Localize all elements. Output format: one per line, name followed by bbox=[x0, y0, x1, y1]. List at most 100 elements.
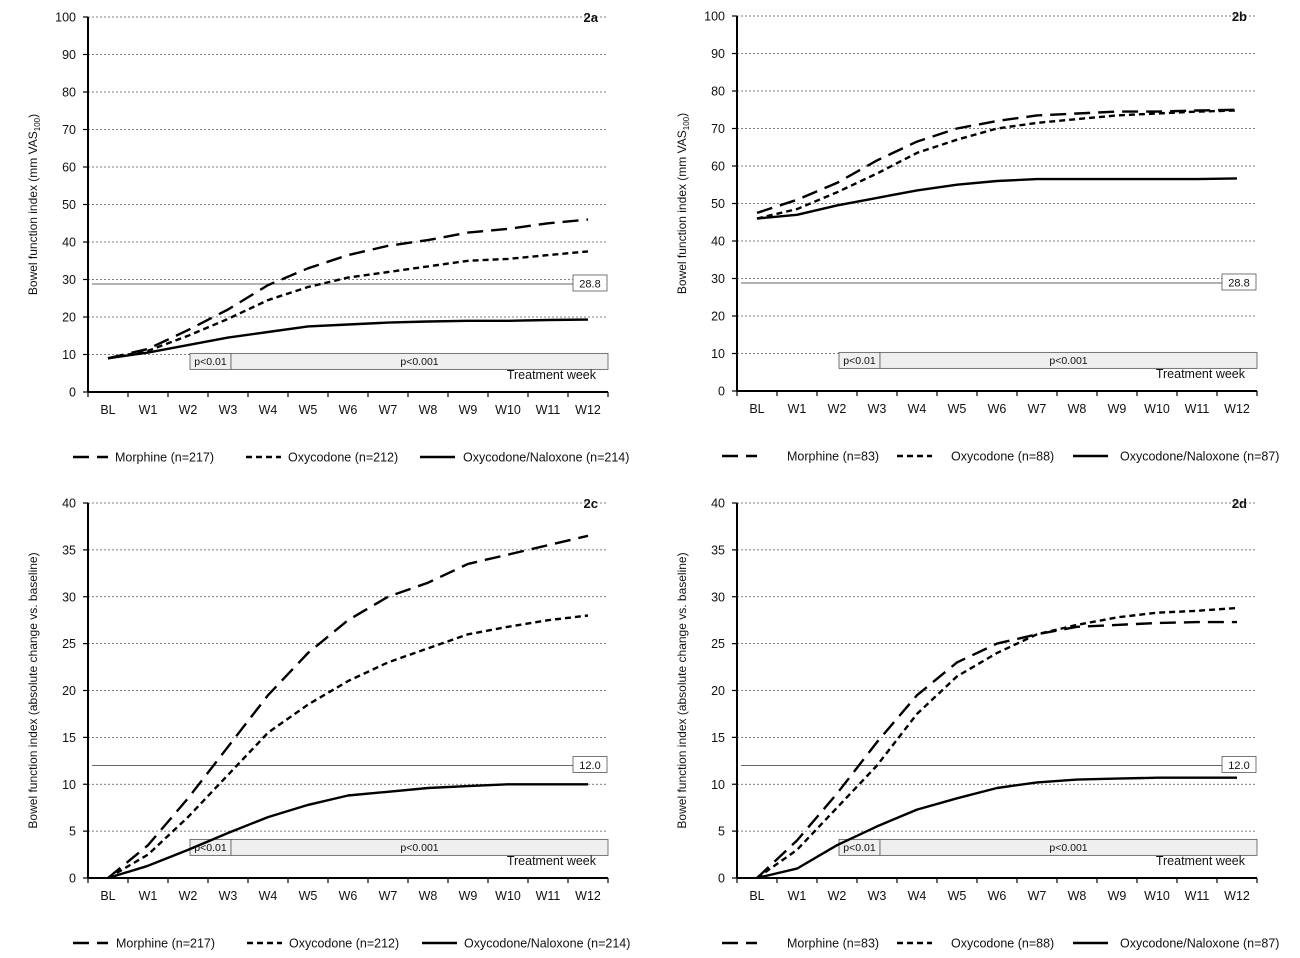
x-tick-label: W1 bbox=[139, 403, 158, 417]
x-tick-label: W4 bbox=[908, 889, 927, 903]
x-tick-label: W12 bbox=[1224, 402, 1250, 416]
x-tick-label: W12 bbox=[1224, 889, 1250, 903]
x-tick-label: W7 bbox=[1028, 402, 1047, 416]
y-tick-label: 5 bbox=[69, 825, 76, 839]
x-tick-label: W7 bbox=[379, 403, 398, 417]
panel-label: 2b bbox=[1232, 9, 1247, 24]
legend-label-3: Oxycodone/Naloxone (n=214) bbox=[464, 937, 630, 951]
pvalue-box-second bbox=[879, 838, 1258, 856]
x-axis-label: Treatment week bbox=[1156, 854, 1246, 868]
y-tick-label: 35 bbox=[62, 543, 76, 557]
x-tick-label: W11 bbox=[1185, 402, 1210, 416]
y-tick-label: 0 bbox=[718, 385, 725, 399]
threshold-label-box bbox=[572, 756, 608, 773]
series-line-2 bbox=[107, 614, 589, 880]
legend: Morphine (n=217) Oxycodone (n=212) Oxycodo… bbox=[73, 937, 630, 951]
y-tick-label: 15 bbox=[62, 731, 76, 745]
y-tick-label: 10 bbox=[62, 348, 76, 362]
threshold-label: 12.0 bbox=[579, 760, 600, 772]
series-line-2 bbox=[756, 606, 1238, 879]
legend-label-3: Oxycodone/Naloxone (n=214) bbox=[463, 451, 629, 465]
series-line-1 bbox=[107, 534, 589, 879]
legend-label-2: Oxycodone (n=212) bbox=[289, 937, 399, 951]
threshold-label: 28.8 bbox=[1228, 278, 1249, 290]
x-tick-label: W2 bbox=[179, 889, 198, 903]
pvalue-label-first: p<0.01 bbox=[194, 356, 227, 368]
x-tick-label: BL bbox=[100, 403, 115, 417]
x-tick-label: W3 bbox=[219, 889, 238, 903]
x-tick-label: W5 bbox=[948, 402, 967, 416]
legend-label-1: Morphine (n=217) bbox=[115, 451, 214, 465]
pvalue-label-first: p<0.01 bbox=[843, 355, 876, 367]
y-tick-label: 20 bbox=[62, 684, 76, 698]
threshold-label-box bbox=[572, 274, 608, 292]
pvalue-label-second: p<0.001 bbox=[1049, 355, 1087, 367]
y-tick-label: 10 bbox=[711, 778, 725, 792]
y-tick-label: 50 bbox=[711, 197, 725, 211]
y-tick-label: 25 bbox=[62, 637, 76, 651]
y-axis-label: Bowel function index (mm VAS100) bbox=[26, 114, 42, 295]
x-tick-label: W8 bbox=[419, 889, 438, 903]
x-tick-label: W2 bbox=[828, 402, 847, 416]
x-tick-label: W4 bbox=[908, 402, 927, 416]
x-tick-label: W12 bbox=[575, 889, 601, 903]
series-line-3 bbox=[107, 318, 589, 360]
pvalue-label-second: p<0.001 bbox=[400, 356, 438, 368]
x-tick-label: W12 bbox=[575, 403, 601, 417]
y-tick-label: 70 bbox=[62, 123, 76, 137]
y-tick-label: 20 bbox=[711, 310, 725, 324]
series-line-2 bbox=[756, 109, 1238, 220]
y-axis-label: Bowel function index (mm VAS100) bbox=[675, 113, 691, 294]
x-axis-label: Treatment week bbox=[507, 854, 597, 868]
x-tick-label: W4 bbox=[259, 403, 278, 417]
y-tick-label: 30 bbox=[62, 590, 76, 604]
y-tick-label: 40 bbox=[711, 235, 725, 249]
y-tick-label: 10 bbox=[62, 778, 76, 792]
x-tick-label: W1 bbox=[139, 889, 158, 903]
y-tick-label: 0 bbox=[69, 386, 76, 400]
x-tick-label: W7 bbox=[1028, 889, 1047, 903]
x-tick-label: W2 bbox=[828, 889, 847, 903]
legend: Morphine (n=83) Oxycodone (n=88) Oxycodone… bbox=[722, 937, 1279, 951]
legend-label-3: Oxycodone/Naloxone (n=87) bbox=[1120, 450, 1279, 464]
x-tick-label: W5 bbox=[299, 889, 318, 903]
legend-label-2: Oxycodone (n=88) bbox=[951, 450, 1054, 464]
x-tick-label: W5 bbox=[299, 403, 318, 417]
x-tick-label: W5 bbox=[948, 889, 967, 903]
y-tick-label: 30 bbox=[711, 590, 725, 604]
y-tick-label: 50 bbox=[62, 198, 76, 212]
y-tick-label: 40 bbox=[711, 497, 725, 511]
x-axis-label: Treatment week bbox=[507, 368, 597, 382]
legend-label-1: Morphine (n=83) bbox=[787, 937, 879, 951]
legend-label-1: Morphine (n=217) bbox=[116, 937, 215, 951]
legend-label-3: Oxycodone/Naloxone (n=87) bbox=[1120, 937, 1279, 951]
y-tick-label: 35 bbox=[711, 543, 725, 557]
pvalue-label-second: p<0.001 bbox=[400, 842, 438, 854]
x-tick-label: W2 bbox=[179, 403, 198, 417]
pvalue-box-second bbox=[230, 352, 609, 370]
y-tick-label: 60 bbox=[62, 161, 76, 175]
x-tick-label: W6 bbox=[988, 889, 1007, 903]
series-line-1 bbox=[756, 108, 1238, 215]
panel-label: 2a bbox=[584, 10, 599, 25]
x-tick-label: W1 bbox=[788, 402, 807, 416]
pvalue-box-second bbox=[230, 838, 609, 856]
threshold-label-box bbox=[1221, 756, 1257, 773]
y-tick-label: 90 bbox=[711, 47, 725, 61]
series-line-3 bbox=[107, 783, 588, 880]
y-tick-label: 100 bbox=[704, 10, 725, 24]
y-tick-label: 0 bbox=[718, 872, 725, 886]
x-tick-label: W8 bbox=[1068, 402, 1087, 416]
legend-label-2: Oxycodone (n=88) bbox=[951, 937, 1054, 951]
series-line-2 bbox=[107, 250, 589, 360]
x-tick-label: W6 bbox=[339, 889, 358, 903]
x-tick-label: W8 bbox=[1068, 889, 1087, 903]
legend-label-1: Morphine (n=83) bbox=[787, 450, 879, 464]
x-tick-label: W1 bbox=[788, 889, 807, 903]
y-tick-label: 100 bbox=[55, 11, 76, 25]
x-tick-label: W10 bbox=[495, 889, 521, 903]
x-tick-label: W9 bbox=[459, 889, 478, 903]
x-tick-label: W10 bbox=[495, 403, 521, 417]
y-tick-label: 40 bbox=[62, 236, 76, 250]
